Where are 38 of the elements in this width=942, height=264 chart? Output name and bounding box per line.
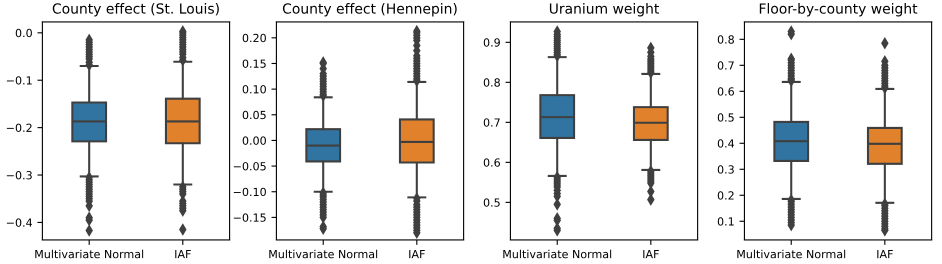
y-tick-label: 0.8 [484,78,500,87]
y-tick-label: 0.15 [242,59,266,68]
x-tick-label: Multivariate Normal [269,250,378,258]
y-tick-label: 0.5 [718,113,734,122]
y-tick-label: −0.10 [234,188,266,196]
y-tick-label: 0.7 [718,61,734,70]
y-tick-label: 0.6 [484,158,500,167]
y-tick-label: 0.4 [718,139,734,148]
chart-title: County effect (Hennepin) [282,3,457,16]
y-tick-label: −0.4 [6,218,32,227]
y-tick-label: −0.15 [234,213,266,222]
y-tick-label: 0.5 [484,198,500,207]
y-tick-label: 0.10 [242,85,266,94]
x-tick-label: Multivariate Normal [737,250,846,258]
x-tick-label: IAF [409,250,425,258]
y-tick-label: −0.05 [234,162,266,170]
x-tick-label: Multivariate Normal [503,250,612,258]
y-tick-label: 0.1 [718,217,734,226]
chart-title: Uranium weight [550,3,659,16]
y-tick-label: 0.00 [242,136,266,145]
x-tick-label: Multivariate Normal [35,250,144,258]
y-tick-label: −0.1 [6,76,32,85]
y-tick-label: 0.20 [242,34,266,42]
y-tick-label: 0.3 [718,165,734,174]
y-tick-label: −0.3 [6,171,32,180]
y-tick-label: 0.0 [16,28,32,38]
y-tick-label: 0.9 [484,38,500,47]
y-tick-label: 0.6 [718,87,734,96]
y-tick-label: 0.05 [242,110,266,120]
x-tick-label: IAF [877,250,893,258]
x-tick-label: IAF [175,250,191,258]
y-tick-label: 0.8 [718,35,734,44]
y-tick-label: 0.2 [718,191,734,200]
x-tick-label: IAF [643,250,659,258]
y-tick-label: 0.7 [484,118,500,127]
y-tick-label: −0.2 [6,124,32,132]
chart-title: Floor-by-county weight [760,3,918,16]
chart-title: County effect (St. Louis) [52,3,219,16]
